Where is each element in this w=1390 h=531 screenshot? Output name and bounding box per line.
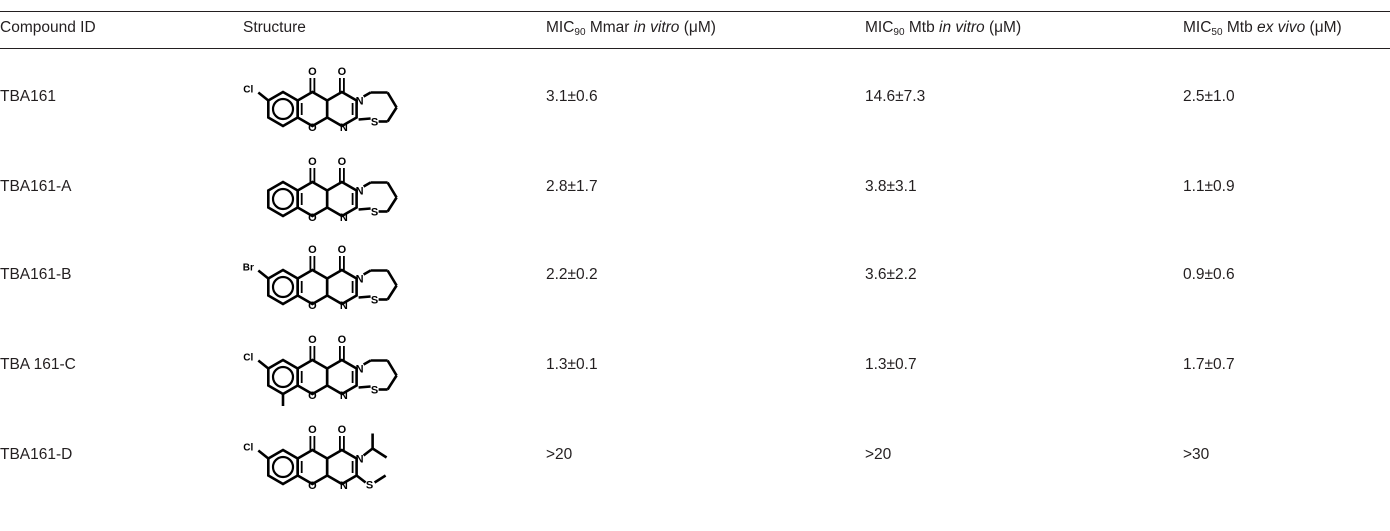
atom-label-nitrogen: N [340, 300, 348, 312]
mic50-mtb-ex-vivo-value: 1.7±0.7 [1183, 356, 1235, 373]
mic90-mtb-in-vitro-value: 3.6±2.2 [865, 266, 917, 283]
atom-label-nitrogen: N [340, 480, 348, 492]
chemical-structure: O O O N N S Br [243, 232, 453, 318]
atom-label-oxygen: O [308, 480, 317, 492]
atom-label-nitrogen: N [356, 96, 364, 108]
header-mic90-mtb-in-vitro: MIC90 Mtb in vitro (μM) [865, 19, 1022, 38]
mic90-mmar-value: 2.8±1.7 [546, 178, 598, 195]
table-row: TBA 161-COOONNSClCl1.3±0.11.3±0.71.7±0.7 [0, 320, 1390, 410]
compound-id: TBA 161-C [0, 356, 76, 373]
chemical-structure: O O O N N S Cl [243, 412, 453, 498]
compound-id: TBA161 [0, 88, 57, 105]
mic90-mtb-in-vitro-value: >20 [865, 446, 892, 463]
structure-drawing: OOONNSClCl [243, 334, 398, 406]
table-row: TBA161-A O O O N N S 2.8±1.7 3.8±3.1 1.1±0.9 [0, 142, 1390, 232]
atom-label-oxygen: O [308, 212, 317, 224]
atom-label-sulfur: S [366, 480, 373, 492]
atom-label-nitrogen: N [356, 186, 364, 198]
atom-label-oxygen: O [308, 122, 317, 134]
mic90-mtb-in-vitro-value: 1.3±0.7 [865, 356, 917, 373]
atom-label-sulfur: S [371, 117, 378, 129]
mic50-mtb-ex-vivo-value: 2.5±1.0 [1183, 88, 1235, 105]
mic50-mtb-ex-vivo-value: 0.9±0.6 [1183, 266, 1235, 283]
atom-label-oxygen: O [308, 390, 317, 402]
mic90-mmar-value: >20 [546, 446, 573, 463]
substituent-label: Cl [243, 353, 253, 364]
atom-label-oxygen: O [338, 424, 347, 436]
structure-drawing: O O O N N S Cl [243, 424, 388, 492]
atom-label-nitrogen: N [340, 212, 348, 224]
atom-label-sulfur: S [371, 207, 378, 219]
header-structure: Structure [243, 19, 306, 36]
atom-label-oxygen: O [338, 156, 347, 168]
mic90-mtb-in-vitro-value: 14.6±7.3 [865, 88, 926, 105]
atom-label-oxygen: O [308, 244, 317, 256]
mic90-mmar-value: 2.2±0.2 [546, 266, 598, 283]
mic50-mtb-ex-vivo-value: >30 [1183, 446, 1210, 463]
atom-label-oxygen: O [308, 156, 317, 168]
table-top-rule [0, 11, 1390, 12]
atom-label-oxygen: O [308, 334, 317, 346]
compound-id: TBA161-A [0, 178, 72, 195]
compound-id: TBA161-D [0, 446, 73, 463]
table-row: TBA161-D O O O N N S Cl >20 >20 >30 [0, 410, 1390, 500]
header-compound-id: Compound ID [0, 19, 96, 36]
mic90-mmar-value: 1.3±0.1 [546, 356, 598, 373]
substituent-label: Cl [243, 443, 253, 454]
structure-drawing: O OO NNS [266, 156, 398, 224]
atom-label-oxygen: O [338, 244, 347, 256]
substituent-label: Cl [243, 85, 253, 96]
table-row: TBA161-B O O O N N S Br 2.2±0.2 3.6±2.2 0.9±0.6 [0, 230, 1390, 320]
atom-label-nitrogen: N [340, 390, 348, 402]
mic90-mtb-in-vitro-value: 3.8±3.1 [865, 178, 917, 195]
atom-label-oxygen: O [308, 424, 317, 436]
table-row: TBA161 O O O N N S Cl 3.1±0.6 14.6±7.3 2.5±1.0 [0, 52, 1390, 142]
atom-label-nitrogen: N [356, 274, 364, 286]
mic50-mtb-ex-vivo-value: 1.1±0.9 [1183, 178, 1235, 195]
atom-label-oxygen: O [308, 300, 317, 312]
atom-label-oxygen: O [338, 66, 347, 78]
table-header-rule [0, 48, 1390, 49]
chemical-structure: OOONNSClCl [243, 322, 453, 408]
header-mic90-mmar-in-vitro: MIC90 Mmar in vitro (μM) [546, 19, 716, 38]
atom-label-nitrogen: N [356, 454, 364, 466]
atom-label-sulfur: S [371, 385, 378, 397]
atom-label-sulfur: S [371, 295, 378, 307]
compound-id: TBA161-B [0, 266, 72, 283]
header-mic50-mtb-ex-vivo: MIC50 Mtb ex vivo (μM) [1183, 19, 1342, 38]
atom-label-oxygen: O [338, 334, 347, 346]
chemical-structure: O O O N N S Cl [243, 54, 453, 140]
atom-label-nitrogen: N [340, 122, 348, 134]
substituent-label: Br [243, 263, 254, 274]
atom-label-nitrogen: N [356, 364, 364, 376]
mic90-mmar-value: 3.1±0.6 [546, 88, 598, 105]
atom-label-oxygen: O [308, 66, 317, 78]
